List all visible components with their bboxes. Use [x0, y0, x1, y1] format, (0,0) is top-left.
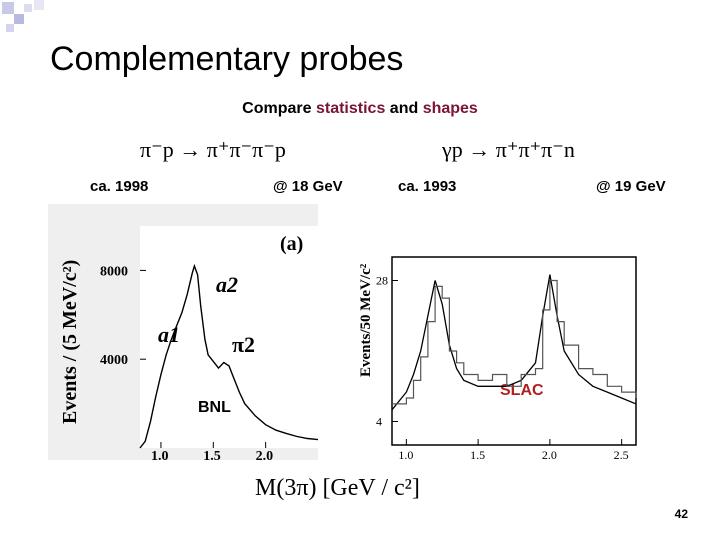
- slac-x-tick-label: 2.0: [542, 448, 557, 462]
- slide-title: Complementary probes: [50, 40, 404, 78]
- slac-y-tick-label: 4: [376, 415, 382, 429]
- bnl-x-tick-label: 2.0: [256, 449, 274, 460]
- slac-plot-frame: [391, 256, 637, 446]
- right-year: ca. 1993: [398, 178, 457, 195]
- bnl-annotation-pi2: π2: [232, 332, 255, 357]
- bnl-y-tick-label: 8000: [100, 264, 128, 279]
- bnl-chart: Events / (5 MeV/c²) (a) a2 a1 π2 BNL 1.0…: [48, 204, 318, 460]
- slide-subtitle: Compare statistics and shapes: [242, 100, 478, 117]
- right-reaction: γp → π⁺π⁺π⁻n: [442, 137, 575, 162]
- bnl-x-tick-label: 1.0: [151, 449, 169, 460]
- bnl-y-tick-label: 4000: [100, 353, 128, 368]
- page-number: 42: [674, 507, 688, 521]
- left-energy: @ 18 GeV: [273, 178, 343, 195]
- slac-y-axis-label: Events/50 MeV/c²: [358, 263, 374, 377]
- corner-decoration: [2, 0, 44, 32]
- slac-x-tick-label: 1.0: [398, 448, 413, 462]
- bnl-annotation-lab: BNL: [198, 399, 231, 416]
- slac-x-tick-label: 2.5: [614, 448, 629, 462]
- slac-y-tick-label: 28: [376, 274, 388, 288]
- bnl-x-tick-label: 1.5: [203, 449, 221, 460]
- bnl-y-axis-label: Events / (5 MeV/c²): [59, 260, 81, 424]
- right-energy: @ 19 GeV: [596, 178, 666, 195]
- bnl-plot-area: [140, 226, 318, 448]
- bnl-annotation-a1: a1: [158, 322, 180, 347]
- slac-histogram: [392, 279, 637, 405]
- bnl-panel-label: (a): [280, 233, 303, 255]
- shared-x-axis-label: M(3π) [GeV / c²]: [255, 475, 420, 501]
- left-year: ca. 1998: [90, 178, 149, 195]
- bnl-data-series: [139, 263, 318, 449]
- bnl-annotation-a2: a2: [216, 272, 238, 297]
- left-reaction: π⁻p → π⁺π⁻π⁻p: [140, 137, 286, 162]
- slac-fit-curve: [391, 274, 637, 411]
- slac-x-tick-label: 1.5: [470, 448, 485, 462]
